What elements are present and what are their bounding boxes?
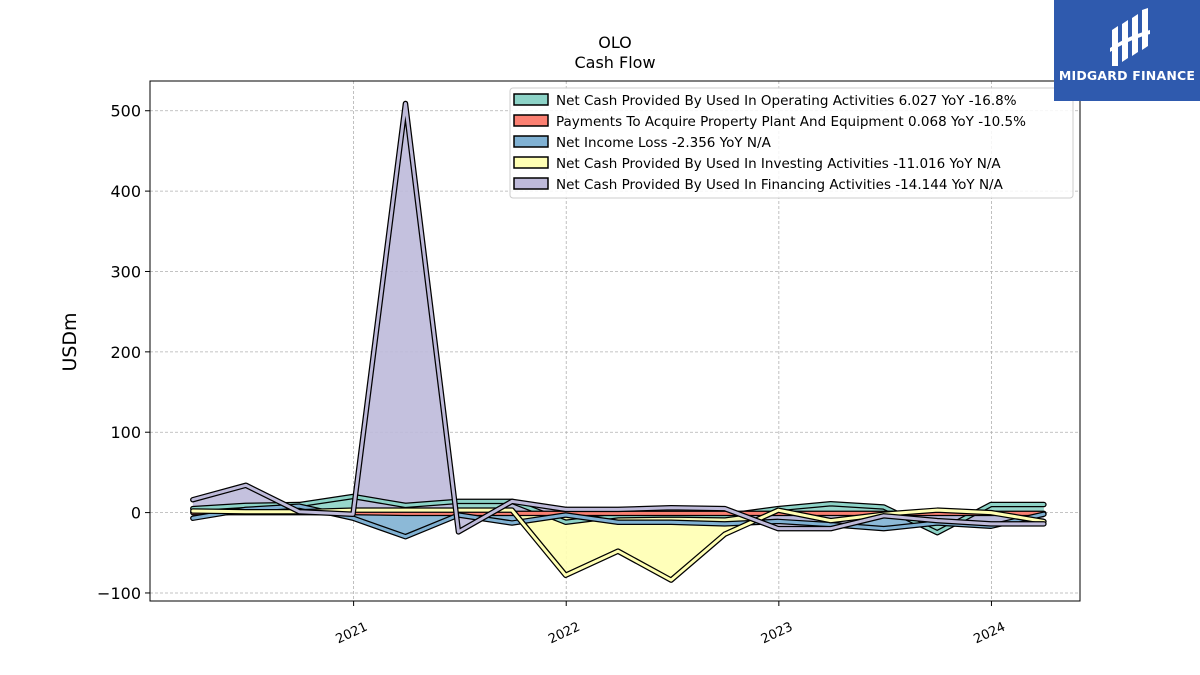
x-tick-label: 2023 xyxy=(759,620,795,648)
brand-name: MIDGARD FINANCE xyxy=(1058,68,1196,83)
legend-label: Payments To Acquire Property Plant And E… xyxy=(556,114,1026,130)
series-area-3 xyxy=(192,510,1044,581)
y-tick-label: 100 xyxy=(110,423,141,442)
legend-label: Net Cash Provided By Used In Financing A… xyxy=(556,177,1004,193)
y-tick-label: 500 xyxy=(110,102,141,121)
legend-label: Net Cash Provided By Used In Investing A… xyxy=(556,156,1001,172)
chart-subtitle: Cash Flow xyxy=(574,53,655,72)
x-tick-label: 2024 xyxy=(972,620,1008,648)
legend-label: Net Cash Provided By Used In Operating A… xyxy=(556,93,1017,109)
y-tick-label: 400 xyxy=(110,182,141,201)
legend-box xyxy=(509,87,1074,199)
y-axis-label: USDm xyxy=(59,312,81,371)
legend-swatch xyxy=(513,114,549,127)
legend-swatch xyxy=(513,177,549,190)
legend-swatch xyxy=(513,135,549,148)
y-tick-label: 300 xyxy=(110,262,141,281)
x-tick-label: 2021 xyxy=(334,620,370,648)
y-tick-label: 200 xyxy=(110,343,141,362)
legend-swatch xyxy=(513,156,549,169)
legend-label: Net Income Loss -2.356 YoY N/A xyxy=(556,135,772,151)
series-lines xyxy=(190,100,1047,583)
y-tick-label: −100 xyxy=(97,584,141,603)
brand-logo: MIDGARD FINANCE xyxy=(1054,0,1200,101)
x-tick-label: 2022 xyxy=(546,620,582,648)
midgard-logo-icon xyxy=(1110,8,1150,66)
y-tick-label: 0 xyxy=(131,504,141,523)
plot-area-frame xyxy=(149,80,1081,602)
legend: Net Cash Provided By Used In Operating A… xyxy=(509,87,1074,199)
series-line-4 xyxy=(191,102,1046,534)
x-axis: 2021 2022 2023 2024 xyxy=(334,601,1008,647)
y-axis: −100 0 100 200 300 400 500 xyxy=(97,102,150,603)
legend-swatch xyxy=(513,93,549,106)
series-area-4 xyxy=(192,103,1044,532)
chart-title: OLO xyxy=(598,33,632,52)
